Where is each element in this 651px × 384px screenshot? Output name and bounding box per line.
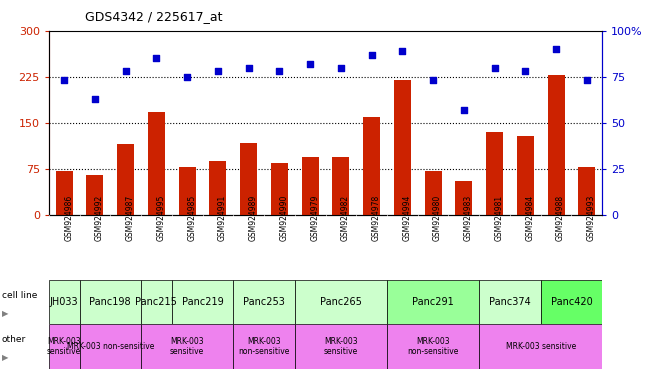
Point xyxy=(490,65,500,71)
Bar xyxy=(479,324,602,369)
Bar xyxy=(172,280,233,324)
Point xyxy=(59,78,70,84)
Bar xyxy=(79,280,141,324)
Bar xyxy=(148,112,165,215)
Bar xyxy=(117,144,134,215)
Bar xyxy=(233,324,295,369)
Point xyxy=(120,68,131,74)
Text: GDS4342 / 225617_at: GDS4342 / 225617_at xyxy=(85,10,222,23)
Bar xyxy=(49,280,79,324)
Bar xyxy=(547,75,564,215)
Text: Panc374: Panc374 xyxy=(489,297,531,308)
Text: GSM924987: GSM924987 xyxy=(126,195,135,242)
Text: MRK-003
non-sensitive: MRK-003 non-sensitive xyxy=(238,337,290,356)
Text: GSM924981: GSM924981 xyxy=(495,195,504,242)
Text: Panc253: Panc253 xyxy=(243,297,285,308)
Text: Panc198: Panc198 xyxy=(89,297,131,308)
Point xyxy=(151,55,161,61)
Point xyxy=(367,51,377,58)
Text: GSM924990: GSM924990 xyxy=(279,195,288,242)
Text: GSM924983: GSM924983 xyxy=(464,195,473,242)
Text: GSM924991: GSM924991 xyxy=(218,195,227,242)
Bar xyxy=(295,324,387,369)
Bar xyxy=(456,181,472,215)
Text: Panc265: Panc265 xyxy=(320,297,362,308)
Bar xyxy=(301,157,318,215)
Point xyxy=(213,68,223,74)
Point xyxy=(305,61,315,67)
Text: GSM924986: GSM924986 xyxy=(64,195,73,242)
Bar xyxy=(517,136,534,215)
Bar xyxy=(387,324,479,369)
Text: GSM924993: GSM924993 xyxy=(587,195,596,242)
Point xyxy=(274,68,284,74)
Bar xyxy=(394,80,411,215)
Bar xyxy=(387,280,479,324)
Bar xyxy=(49,324,79,369)
Text: MRK-003
sensitive: MRK-003 sensitive xyxy=(47,337,81,356)
Text: Panc219: Panc219 xyxy=(182,297,223,308)
Text: ▶: ▶ xyxy=(2,309,8,318)
Point xyxy=(551,46,561,52)
Bar xyxy=(541,280,602,324)
Text: MRK-003
sensitive: MRK-003 sensitive xyxy=(324,337,358,356)
Text: JH033: JH033 xyxy=(50,297,79,308)
Text: GSM924982: GSM924982 xyxy=(341,195,350,242)
Text: other: other xyxy=(2,336,26,344)
Text: GSM924978: GSM924978 xyxy=(372,195,381,242)
Bar xyxy=(210,161,227,215)
Bar xyxy=(295,280,387,324)
Bar xyxy=(240,142,257,215)
Text: GSM924989: GSM924989 xyxy=(249,195,258,242)
Bar xyxy=(333,157,350,215)
Text: Panc215: Panc215 xyxy=(135,297,177,308)
Point xyxy=(182,74,193,80)
Point xyxy=(336,65,346,71)
Bar xyxy=(233,280,295,324)
Text: Panc420: Panc420 xyxy=(551,297,592,308)
Bar xyxy=(141,324,233,369)
Text: GSM924979: GSM924979 xyxy=(310,195,319,242)
Text: GSM924985: GSM924985 xyxy=(187,195,196,242)
Point xyxy=(90,96,100,102)
Text: GSM924984: GSM924984 xyxy=(525,195,534,242)
Bar xyxy=(271,163,288,215)
Text: GSM924995: GSM924995 xyxy=(156,195,165,242)
Text: GSM924992: GSM924992 xyxy=(95,195,104,242)
Bar xyxy=(363,117,380,215)
Point xyxy=(428,78,438,84)
Point xyxy=(458,107,469,113)
Point xyxy=(581,78,592,84)
Text: Panc291: Panc291 xyxy=(412,297,454,308)
Bar xyxy=(56,171,73,215)
Bar xyxy=(87,175,104,215)
Text: MRK-003
sensitive: MRK-003 sensitive xyxy=(170,337,204,356)
Bar xyxy=(578,167,595,215)
Text: MRK-003 sensitive: MRK-003 sensitive xyxy=(506,342,576,351)
Point xyxy=(520,68,531,74)
Bar xyxy=(479,280,541,324)
Bar xyxy=(179,167,195,215)
Text: GSM924980: GSM924980 xyxy=(433,195,442,242)
Bar xyxy=(141,280,172,324)
Point xyxy=(243,65,254,71)
Point xyxy=(397,48,408,54)
Text: MRK-003
non-sensitive: MRK-003 non-sensitive xyxy=(408,337,459,356)
Bar xyxy=(79,324,141,369)
Text: MRK-003 non-sensitive: MRK-003 non-sensitive xyxy=(66,342,154,351)
Text: cell line: cell line xyxy=(2,291,37,300)
Text: GSM924988: GSM924988 xyxy=(556,195,565,242)
Text: ▶: ▶ xyxy=(2,353,8,362)
Bar xyxy=(486,132,503,215)
Text: GSM924994: GSM924994 xyxy=(402,195,411,242)
Bar xyxy=(424,171,441,215)
